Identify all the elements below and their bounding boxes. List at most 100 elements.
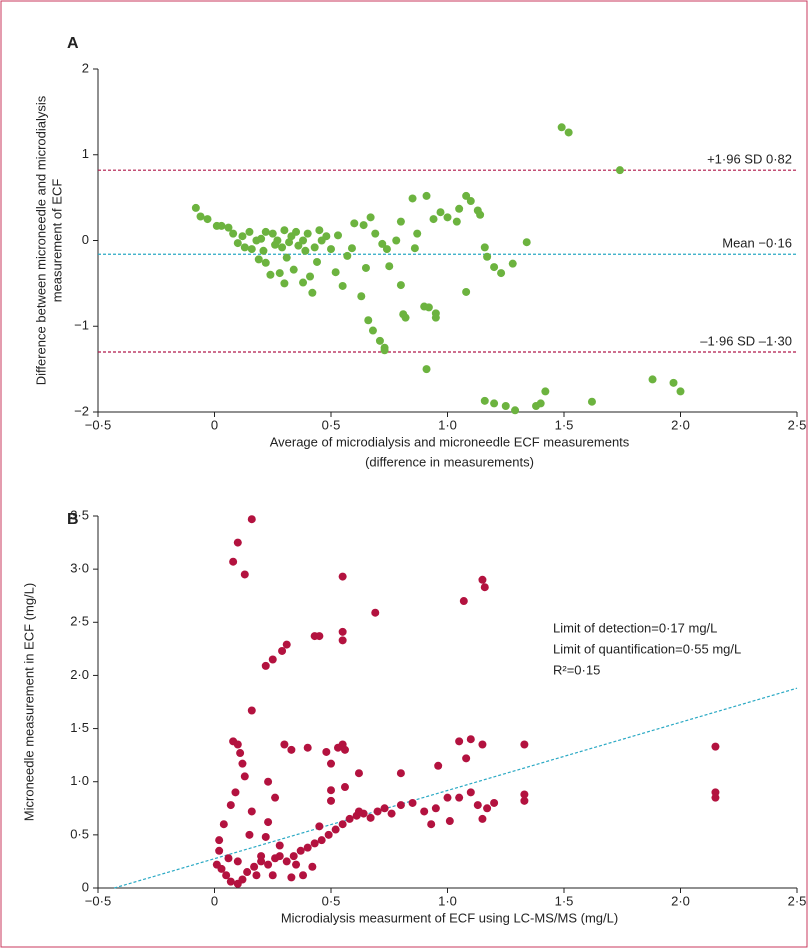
- point: [233, 740, 242, 749]
- point: [243, 868, 252, 877]
- point: [229, 557, 238, 566]
- point: [338, 820, 347, 829]
- point: [240, 772, 249, 781]
- point: [392, 236, 401, 245]
- point: [396, 801, 405, 810]
- annotation: Limit of detection=0·17 mg/L: [553, 620, 717, 635]
- x-tick-label: 1·5: [555, 893, 574, 908]
- point: [375, 336, 384, 345]
- point: [191, 203, 200, 212]
- x-tick-label: 2·0: [671, 893, 690, 908]
- point: [338, 627, 347, 636]
- x-tick-label: 2·5: [788, 417, 807, 432]
- point: [247, 515, 256, 524]
- point: [238, 759, 247, 768]
- point: [520, 790, 529, 799]
- x-axis-title: Average of microdialysis and microneedle…: [270, 434, 630, 449]
- point: [308, 288, 317, 297]
- point: [310, 839, 319, 848]
- point: [315, 226, 324, 235]
- point: [408, 194, 417, 203]
- point: [420, 807, 429, 816]
- point: [294, 241, 303, 250]
- point: [520, 740, 529, 749]
- point: [322, 232, 331, 241]
- point: [408, 798, 417, 807]
- point: [462, 287, 471, 296]
- point: [327, 245, 335, 254]
- y-axis-title: measurement of ECF: [49, 179, 64, 303]
- point: [350, 219, 359, 228]
- annotation: R²=0·15: [553, 662, 600, 677]
- point: [338, 740, 347, 749]
- point: [280, 279, 289, 288]
- point: [224, 854, 233, 863]
- point: [480, 396, 489, 405]
- reference-label: Mean −0·16: [722, 236, 792, 251]
- point: [711, 742, 720, 751]
- point: [501, 401, 510, 410]
- point: [238, 875, 247, 884]
- point: [257, 852, 266, 861]
- point: [212, 221, 221, 230]
- point: [278, 646, 287, 655]
- point: [261, 258, 270, 267]
- point: [466, 735, 475, 744]
- point: [296, 846, 305, 855]
- point: [422, 191, 431, 200]
- point: [490, 263, 499, 272]
- x-tick-label: 0·5: [322, 417, 341, 432]
- y-tick-label: 0: [82, 879, 89, 894]
- y-tick-label: −2: [74, 403, 89, 418]
- point: [266, 270, 275, 279]
- y-tick-label: 1·0: [70, 773, 89, 788]
- point: [261, 832, 270, 841]
- point: [226, 801, 235, 810]
- point: [264, 777, 273, 786]
- point: [366, 813, 375, 822]
- point: [252, 236, 261, 245]
- point: [245, 227, 254, 236]
- point: [287, 745, 296, 754]
- point: [271, 240, 280, 249]
- y-tick-label: 1·5: [70, 720, 89, 735]
- y-tick-label: 3·5: [70, 507, 89, 522]
- y-tick-label: 0·5: [70, 826, 89, 841]
- point: [347, 244, 356, 253]
- point: [196, 212, 205, 221]
- point: [327, 796, 335, 805]
- point: [233, 239, 242, 248]
- x-tick-label: −0·5: [85, 417, 111, 432]
- point: [303, 743, 312, 752]
- x-tick-label: 1·5: [555, 417, 574, 432]
- point: [466, 197, 475, 206]
- point: [340, 783, 349, 792]
- point: [520, 796, 529, 805]
- point: [303, 229, 312, 238]
- point: [331, 268, 340, 277]
- point: [455, 204, 464, 213]
- point: [229, 229, 238, 238]
- point: [308, 862, 317, 871]
- point: [247, 245, 256, 254]
- point: [429, 215, 438, 224]
- point: [292, 860, 301, 869]
- point: [483, 804, 492, 813]
- point: [452, 217, 461, 226]
- point: [292, 227, 301, 236]
- point: [473, 801, 482, 810]
- y-tick-label: 0: [82, 232, 89, 247]
- point: [343, 251, 352, 260]
- point: [462, 754, 471, 763]
- point: [315, 822, 324, 831]
- point: [413, 229, 422, 238]
- point: [455, 737, 464, 746]
- point: [378, 239, 387, 248]
- point: [361, 263, 370, 272]
- point: [431, 804, 440, 813]
- point: [396, 281, 405, 290]
- point: [473, 206, 482, 215]
- point: [331, 825, 340, 834]
